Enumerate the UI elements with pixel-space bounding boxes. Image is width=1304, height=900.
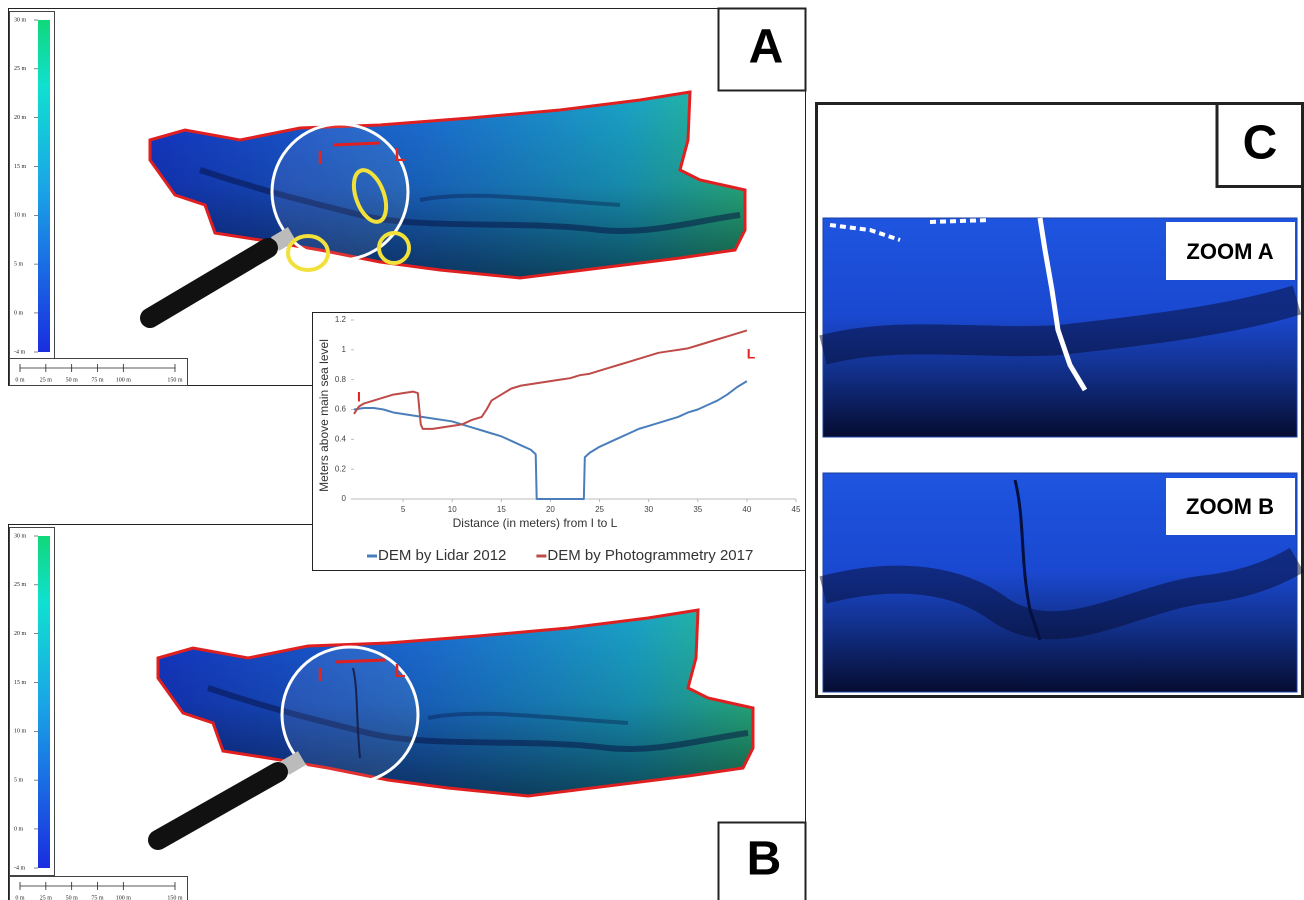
x-tick-label: 10	[448, 505, 457, 514]
colorbar	[38, 536, 50, 868]
profile-end-label: L	[395, 145, 406, 165]
zoom-b-label: ZOOM B	[1186, 494, 1274, 519]
colorbar-label: -4 m	[14, 349, 25, 355]
y-tick-label: 0.8	[335, 375, 347, 384]
x-tick-label: 15	[497, 505, 506, 514]
colorbar-label: 0 m	[14, 826, 24, 832]
colorbar	[38, 20, 50, 352]
panel-c-label: C	[1243, 117, 1278, 170]
profile-start-label: I	[317, 148, 322, 168]
x-tick-label: 45	[792, 505, 801, 514]
colorbar-label: 0 m	[14, 310, 24, 316]
colorbar-label: 30 m	[14, 533, 27, 539]
x-tick-label: 25	[595, 505, 604, 514]
page: { "panels": { "a": {"label": "A"}, "b": …	[0, 0, 1304, 900]
panel-a-label: A	[749, 21, 784, 74]
profile-end-label: L	[395, 661, 406, 681]
profile-end-annotation: L	[747, 346, 756, 362]
colorbar-label: 20 m	[14, 115, 27, 121]
scalebar-label: 100 m	[116, 895, 132, 900]
colorbar-label: 25 m	[14, 582, 27, 588]
legend-label: DEM by Photogrammetry 2017	[547, 547, 753, 564]
scalebar-label: 75 m	[91, 377, 104, 383]
scalebar-label: 100 m	[116, 377, 132, 383]
scalebar-label: 25 m	[40, 895, 53, 900]
colorbar-label: 10 m	[14, 213, 27, 219]
colorbar-label: 25 m	[14, 66, 27, 72]
legend-label: DEM by Lidar 2012	[378, 547, 506, 564]
colorbar-label: 20 m	[14, 631, 27, 637]
map-a	[150, 92, 745, 318]
scalebar-label: 0 m	[15, 377, 25, 383]
zoom-a-label: ZOOM A	[1186, 239, 1273, 264]
x-tick-label: 40	[742, 505, 751, 514]
x-tick-label: 5	[401, 505, 406, 514]
colorbar-label: 15 m	[14, 164, 27, 170]
scalebar-label: 150 m	[167, 895, 183, 900]
colorbar-label: -4 m	[14, 865, 25, 871]
colorbar-label: 15 m	[14, 680, 27, 686]
scalebar-label: 50 m	[66, 895, 79, 900]
x-axis-title: Distance (in meters) from I to L	[453, 516, 618, 530]
y-tick-label: 1	[342, 345, 347, 354]
y-tick-label: 1.2	[335, 315, 347, 324]
scalebar-label: 25 m	[40, 377, 53, 383]
y-tick-label: 0.2	[335, 464, 347, 473]
profile-start-annotation: I	[357, 389, 361, 405]
colorbar-label: 5 m	[14, 777, 24, 783]
x-tick-label: 20	[546, 505, 555, 514]
figure: I L A I L B 0 0.2 0.4 0.6 0.8 1 1.2 5 10 15 20 25 30…	[0, 0, 1304, 900]
y-tick-label: 0.4	[335, 434, 347, 443]
panel-b-label: B	[747, 833, 782, 886]
scalebar-label: 50 m	[66, 377, 79, 383]
map-b	[158, 610, 753, 840]
scalebar-label: 150 m	[167, 377, 183, 383]
colorbar-label: 5 m	[14, 261, 24, 267]
scalebar-label: 75 m	[91, 895, 104, 900]
y-tick-label: 0	[342, 494, 347, 503]
profile-start-label: I	[317, 665, 322, 685]
scalebar-label: 0 m	[15, 895, 25, 900]
y-tick-label: 0.6	[335, 405, 347, 414]
x-tick-label: 30	[644, 505, 653, 514]
colorbar-label: 30 m	[14, 17, 27, 23]
x-tick-label: 35	[693, 505, 702, 514]
y-axis-title: Meters above main sea level	[317, 339, 331, 492]
chart-frame	[313, 313, 806, 571]
colorbar-label: 10 m	[14, 729, 27, 735]
